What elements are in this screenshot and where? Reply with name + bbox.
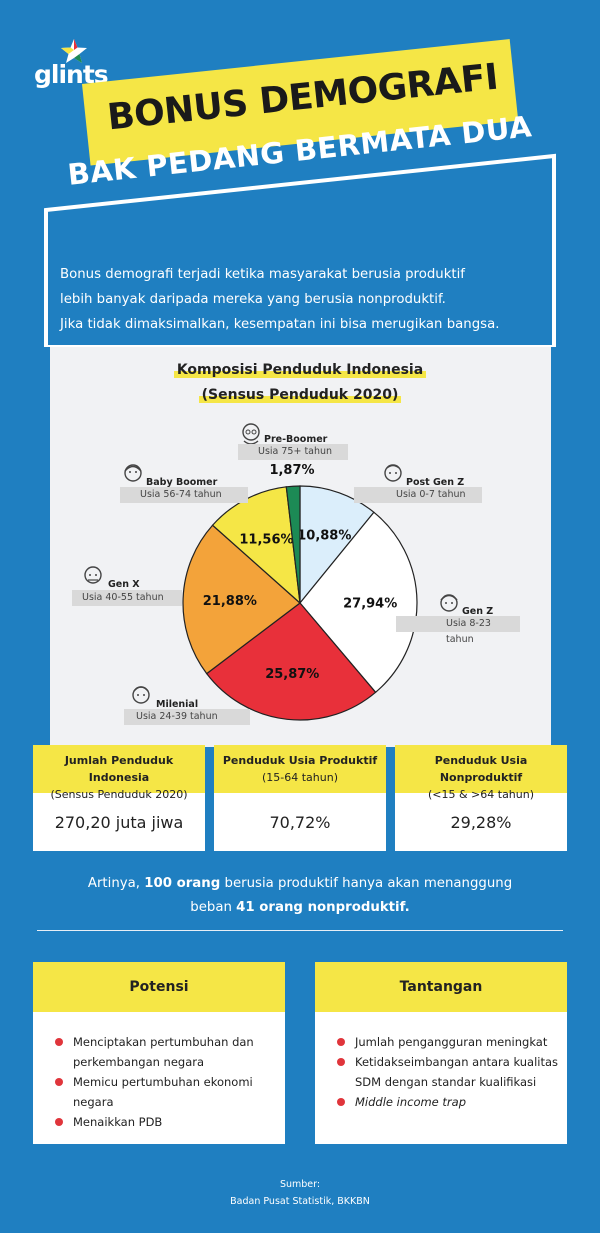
pie-label-pre-boomer: 1,87% [269,463,314,478]
intro-text: Bonus demografi terjadi ketika masyaraka… [60,262,540,337]
pie-label-milenial: 25,87% [265,667,319,682]
baby-boomer-face-icon [124,464,142,482]
post-gen-z-face-icon [384,464,402,482]
stat-header: Jumlah Penduduk Indonesia (Sensus Pendudu… [33,745,205,801]
list-item: Memicu pertumbuhan ekonomi negara [55,1072,285,1112]
list-item: Menaikkan PDB [55,1112,285,1132]
intro-line: Jika tidak dimaksimalkan, kesempatan ini… [60,317,500,332]
age-baby-boomer: Usia 56-74 tahun [120,487,248,503]
pie-label-gen-z: 27,94% [343,596,397,611]
stat-productive: Penduduk Usia Produktif (15-64 tahun) 70,… [214,745,386,851]
chart-title: Komposisi Penduduk Indonesia [0,362,600,378]
milenial-face-icon [132,686,150,704]
star-icon [61,39,87,63]
age-pre-boomer: Usia 75+ tahun [238,444,348,460]
label-baby-boomer: Baby Boomer [146,477,218,488]
stat-value: 70,72% [269,813,331,832]
card-title: Potensi [33,962,285,1012]
chart-subtitle: (Sensus Penduduk 2020) [0,387,600,403]
pie-label-gen-x: 21,88% [203,594,257,609]
stat-value: 270,20 juta jiwa [54,813,184,832]
tantangan-card: Tantangan Jumlah pengangguran meningkat … [315,962,567,1144]
age-milenial: Usia 24-39 tahun [124,709,250,725]
bullet-icon [55,1118,63,1126]
potensi-card: Potensi Menciptakan pertumbuhan dan perke… [33,962,285,1144]
stat-header: Penduduk Usia Produktif (15-64 tahun) [214,745,386,793]
pie-label-post-gen-z: 10,88% [297,529,351,544]
intro-line: lebih banyak daripada mereka yang berusi… [60,292,446,307]
pie-chart: 10,88% 27,94% 25,87% 21,88% 11,56% 1,87% [182,463,418,721]
summary-text: Artinya, 100 orang berusia produktif han… [87,876,513,915]
age-gen-x: Usia 40-55 tahun [72,590,182,606]
source-label: Sumber: [279,1179,321,1190]
label-milenial: Milenial [156,699,199,710]
pie-slice-milenial [205,602,377,721]
bullet-icon [337,1038,345,1046]
age-post-gen-z: Usia 0-7 tahun [354,487,482,503]
source: Sumber: Badan Pusat Statistik, BKKBN [0,1176,600,1210]
label-post-gen-z: Post Gen Z [406,477,465,488]
pre-boomer-face-icon [242,423,260,445]
label-gen-z: Gen Z [462,606,494,617]
stat-total-population: Jumlah Penduduk Indonesia (Sensus Pendudu… [33,745,205,851]
card-title: Tantangan [315,962,567,1012]
divider [37,930,563,931]
pie-slice-pre-boomer [285,485,301,604]
gen-z-face-icon [440,594,458,612]
bullet-icon [337,1058,345,1066]
pie-slice-post-gen-z [299,485,375,605]
label-gen-x: Gen X [108,579,140,590]
stat-value: 29,28% [450,813,512,832]
list-item: Menciptakan pertumbuhan dan perkembangan … [55,1032,285,1072]
list-item: Ketidakseimbangan antara kualitas SDM den… [337,1052,567,1092]
intro-line: Bonus demografi terjadi ketika masyaraka… [60,267,465,282]
stat-nonproductive: Penduduk Usia Nonproduktif (<15 & >64 tah… [395,745,567,851]
list-item: Jumlah pengangguran meningkat [337,1032,567,1052]
pie-slice-gen-z [299,511,418,694]
stat-header: Penduduk Usia Nonproduktif (<15 & >64 tah… [395,745,567,801]
source-text: Badan Pusat Statistik, BKKBN [230,1196,370,1207]
pie-slice-gen-x [182,524,301,675]
gen-x-face-icon [84,566,102,584]
bullet-icon [55,1038,63,1046]
age-gen-z: Usia 8-23 tahun [396,616,520,645]
label-pre-boomer: Pre-Boomer [264,434,328,445]
bullet-icon [55,1078,63,1086]
list-item: Middle income trap [337,1092,567,1112]
bullet-icon [337,1098,345,1106]
pie-label-baby-boomer: 11,56% [239,533,293,548]
